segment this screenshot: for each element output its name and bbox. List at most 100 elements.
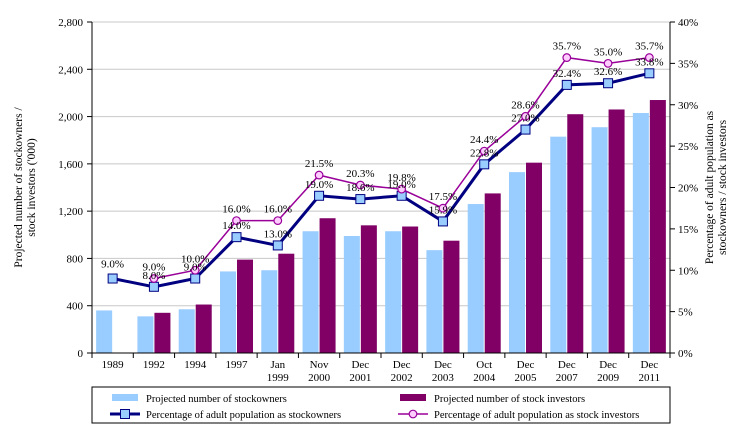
bar-stock-investors xyxy=(484,193,501,353)
label-stock-investors-pct: 20.3% xyxy=(346,168,374,180)
legend-marker-stock-investors-pct xyxy=(408,409,418,419)
x-tick-label: Nov 2000 xyxy=(308,359,331,384)
label-stock-investors-pct: 35.7% xyxy=(635,41,663,53)
axis-titles: Projected number of stockowners /stock i… xyxy=(13,107,729,268)
label-stockowners-pct: 18.6% xyxy=(346,182,374,194)
bar-stock-investors xyxy=(237,259,253,353)
bar-stock-investors xyxy=(319,218,336,353)
bar-stock-investors xyxy=(195,304,212,353)
marker-stockowners-pct xyxy=(437,216,448,227)
axes xyxy=(87,21,675,358)
marker-stockowners-pct xyxy=(603,78,614,89)
bar-stock-investors xyxy=(154,312,171,353)
bar-stockowners xyxy=(96,310,113,353)
label-stockowners-pct: 8.0% xyxy=(142,270,165,282)
label-stock-investors-pct: 10.0% xyxy=(181,253,209,265)
bars xyxy=(96,100,666,354)
gridlines xyxy=(92,21,670,307)
left-tick-label: 1,200 xyxy=(58,206,83,218)
right-tick-label: 25% xyxy=(678,141,698,153)
bar-stockowners xyxy=(591,127,608,353)
marker-stock-investors-pct xyxy=(232,216,241,226)
x-tick-label: 1992 xyxy=(143,359,165,371)
x-tick-label: Dec 2009 xyxy=(597,359,620,384)
line-stockowners-pct xyxy=(112,71,650,289)
bar-stock-investors xyxy=(278,253,295,353)
data-labels: 9.0%8.0%9.0%14.0%13.0%19.0% 18.6% 19.0%15.… xyxy=(101,41,663,282)
left-tick-label: 2,400 xyxy=(58,64,83,76)
bar-stockowners xyxy=(509,172,525,353)
x-tick-label: 1989 xyxy=(102,359,125,371)
marker-stockowners-pct xyxy=(479,159,490,170)
marker-stock-investors-pct xyxy=(314,170,324,180)
x-tick-label: Jan 1999 xyxy=(267,359,290,384)
bar-stockowners xyxy=(261,270,278,353)
right-tick-label: 20% xyxy=(678,183,698,195)
marker-stockowners-pct xyxy=(520,124,531,135)
label-stockowners-pct: 19.0% xyxy=(305,179,333,191)
bar-stock-investors xyxy=(567,114,584,353)
marker-stockowners-pct xyxy=(107,273,118,284)
left-axis-title: Projected number of stockowners /stock i… xyxy=(13,107,38,268)
left-tick-label: 0 xyxy=(78,348,84,360)
label-stockowners-pct: 33.8% xyxy=(635,56,663,68)
legend-swatch-stock-investors xyxy=(400,394,426,401)
x-tick-label: Oct 2004 xyxy=(473,359,496,384)
x-tick-label: Dec 2003 xyxy=(432,359,455,384)
bar-stockowners xyxy=(550,136,567,353)
right-tick-label: 15% xyxy=(678,224,698,236)
x-tick-label: Dec 2001 xyxy=(349,359,371,384)
legend: Projected number of stockowners Projected… xyxy=(91,386,671,424)
bar-stockowners xyxy=(220,271,236,353)
marker-stockowners-pct xyxy=(355,194,366,205)
label-stockowners-pct: 22.8% xyxy=(470,147,498,159)
label-stock-investors-pct: 35.0% xyxy=(594,46,622,58)
label-stock-investors-pct: 17.5% xyxy=(429,191,457,203)
bar-stock-investors xyxy=(526,162,542,353)
bar-stock-investors xyxy=(360,225,377,353)
legend-label: Projected number of stockowners xyxy=(146,394,287,405)
marker-stockowners-pct xyxy=(231,232,242,243)
bar-stockowners xyxy=(178,309,195,353)
left-tick-label: 2,800 xyxy=(58,17,83,29)
x-tick-label: Dec 2002 xyxy=(391,359,413,384)
right-tick-label: 40% xyxy=(678,17,698,29)
right-tick-label: 5% xyxy=(678,307,693,319)
label-stockowners-pct: 32.4% xyxy=(553,68,581,80)
marker-stockowners-pct xyxy=(148,281,159,292)
bar-stock-investors xyxy=(402,226,419,353)
label-stock-investors-pct: 28.6% xyxy=(511,99,539,111)
left-tick-label: 400 xyxy=(67,301,84,313)
marker-stockowners-pct xyxy=(314,190,325,201)
label-stock-investors-pct: 21.5% xyxy=(305,158,333,170)
marker-stock-investors-pct xyxy=(562,53,572,62)
x-tick-label: Dec 2005 xyxy=(515,359,538,384)
legend-label: Projected number of stock investors xyxy=(434,394,585,405)
marker-stock-investors-pct xyxy=(355,180,365,190)
x-tick-label: 1997 xyxy=(226,359,249,371)
marker-stock-investors-pct xyxy=(479,146,489,156)
marker-stockowners-pct xyxy=(561,79,572,90)
legend-marker-stockowners-pct xyxy=(120,409,130,419)
bar-stockowners xyxy=(137,316,154,353)
marker-stockowners-pct xyxy=(272,240,283,251)
bar-stock-investors xyxy=(649,100,666,354)
marker-stockowners-pct xyxy=(190,273,201,284)
label-stock-investors-pct: 19.8% xyxy=(387,172,415,184)
bar-stockowners xyxy=(343,235,360,353)
marker-stock-investors-pct xyxy=(438,203,448,213)
label-stockowners-pct: 27.0% xyxy=(511,113,539,125)
right-tick-label: 10% xyxy=(678,265,698,277)
label-stockowners-pct: 9.0% xyxy=(184,262,207,274)
bar-stockowners xyxy=(385,231,402,353)
label-stock-investors-pct: 35.7% xyxy=(553,41,581,53)
label-stockowners-pct: 19.0% xyxy=(387,179,415,191)
left-tick-label: 800 xyxy=(67,253,84,265)
label-stock-investors-pct: 16.0% xyxy=(264,204,292,216)
left-tick-label: 1,600 xyxy=(58,159,83,171)
bar-stock-investors xyxy=(608,109,625,353)
x-tick-label: 1994 xyxy=(184,359,207,371)
bar-stockowners xyxy=(467,204,484,353)
label-stock-investors-pct: 16.0% xyxy=(222,204,250,216)
